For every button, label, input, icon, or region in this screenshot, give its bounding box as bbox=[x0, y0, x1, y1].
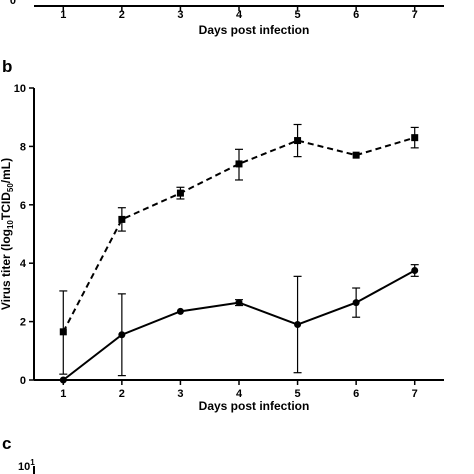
top-panel-x-tick-label: 1 bbox=[60, 9, 66, 21]
panel-b-y-axis-title: Virus titer (log10TCID50/mL) bbox=[0, 158, 15, 310]
panel-b-series-2-line bbox=[62, 269, 416, 381]
panel-b-point bbox=[411, 134, 419, 142]
panel-b-x-tick-label: 1 bbox=[60, 388, 66, 400]
panel-b-x-tick-label: 6 bbox=[353, 388, 359, 400]
panel-b-point bbox=[118, 215, 126, 223]
panel-b-y-axis-title-subscript: 10 bbox=[6, 220, 15, 229]
panel-b-x-tick-label: 4 bbox=[236, 388, 243, 400]
top-panel-x-ticks: 1 2 3 4 5 6 7 bbox=[60, 6, 418, 21]
panel-b-point bbox=[176, 307, 184, 315]
top-panel-x-tick-label: 6 bbox=[353, 9, 359, 21]
panel-b-y-tick-label: 10 bbox=[14, 83, 26, 95]
panel-b-series bbox=[59, 123, 419, 384]
panel-b-label: b bbox=[2, 57, 12, 76]
panel-b-y-axis-title-part: Virus titer (log bbox=[0, 229, 13, 310]
panel-b-x-tick-label: 7 bbox=[412, 388, 418, 400]
panel-b-series-1 bbox=[59, 123, 419, 375]
panel-b-y-tick-label: 4 bbox=[20, 258, 27, 270]
panel-b-x-tick-label: 5 bbox=[295, 388, 301, 400]
panel-b-x-tick-label: 2 bbox=[119, 388, 125, 400]
panel-b-series-2 bbox=[59, 264, 419, 384]
panel-c-tick-exponent: 1 bbox=[30, 458, 35, 467]
panel-b-x-tick-label: 3 bbox=[177, 388, 183, 400]
panel-b-y-axis-title-subscript: 50 bbox=[6, 183, 15, 192]
panel-b-point bbox=[59, 376, 67, 384]
panel-c-y-tick-label: 101 bbox=[18, 458, 35, 473]
top-panel-x-tick-label: 3 bbox=[177, 9, 183, 21]
panel-b-y-tick-label: 8 bbox=[20, 141, 26, 153]
panel-b-point bbox=[411, 267, 419, 274]
panel-b-point bbox=[294, 137, 302, 145]
panel-b-point bbox=[235, 299, 243, 307]
top-panel-x-tick-label: 7 bbox=[412, 9, 418, 21]
panel-c-label: c bbox=[2, 434, 11, 453]
panel-c-tick-base: 10 bbox=[18, 461, 30, 473]
panel-b-y-axis-title-part: /mL) bbox=[0, 158, 13, 183]
panel-b-point bbox=[294, 321, 302, 329]
panel-b-x-ticks: 1 2 3 4 5 6 7 bbox=[60, 380, 418, 400]
panel-b-point bbox=[118, 331, 126, 339]
panel-b-y-tick-label: 6 bbox=[20, 200, 26, 212]
top-panel-x-tick-label: 5 bbox=[295, 9, 301, 21]
panel-b-y-ticks: 0 2 4 6 8 10 bbox=[14, 83, 34, 387]
panel-b-point bbox=[59, 328, 67, 336]
panel-b-point bbox=[352, 151, 360, 159]
top-panel-x-tick-label: 2 bbox=[119, 9, 125, 21]
panel-b-point bbox=[235, 160, 243, 168]
panel-b-y-axis-title-part: TCID bbox=[0, 192, 13, 220]
panel-b-point bbox=[352, 299, 360, 307]
panel-b-point bbox=[176, 189, 184, 197]
panel-b-y-tick-label: 0 bbox=[20, 375, 26, 387]
top-panel-x-axis-title: Days post infection bbox=[199, 23, 310, 37]
top-panel-y-tick-label: 0 bbox=[10, 0, 16, 7]
panel-b-y-tick-label: 2 bbox=[20, 317, 26, 329]
top-panel-x-tick-label: 4 bbox=[236, 9, 243, 21]
panel-b-x-axis-title: Days post infection bbox=[199, 399, 310, 413]
top-panel: 0 1 2 3 4 5 6 7 Days post infection bbox=[10, 0, 444, 37]
